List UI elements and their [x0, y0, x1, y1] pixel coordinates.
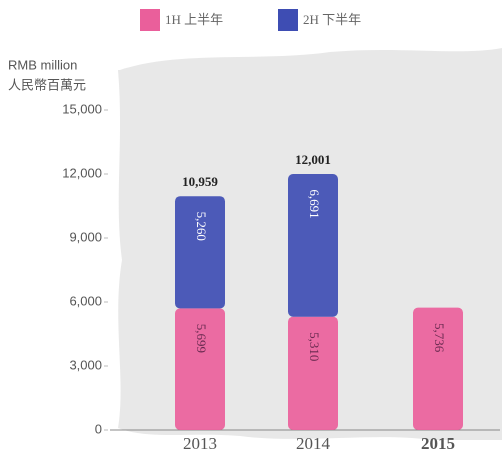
bar-segment: [175, 196, 225, 309]
legend-swatch: [140, 9, 160, 31]
y-tick-label: 12,000: [62, 165, 102, 180]
value-label: 5,310: [307, 332, 322, 361]
value-label: 5,260: [194, 212, 209, 241]
bar-segment: [175, 308, 225, 430]
total-label: 10,959: [182, 174, 218, 189]
y-axis-label: 人民幣百萬元: [8, 77, 86, 92]
x-tick-label: 2014: [296, 434, 331, 453]
legend-label: 2H 下半年: [303, 12, 361, 27]
legend-swatch: [278, 9, 298, 31]
legend-label: 1H 上半年: [165, 12, 223, 27]
bar-segment: [288, 316, 338, 430]
y-tick-label: 15,000: [62, 101, 102, 116]
value-label: 5,736: [432, 323, 447, 353]
y-tick-label: 3,000: [69, 357, 102, 372]
y-tick-label: 6,000: [69, 293, 102, 308]
total-label: 12,001: [295, 152, 331, 167]
value-label: 6,691: [307, 189, 322, 218]
x-tick-label: 2015: [421, 434, 455, 453]
x-tick-label: 2013: [183, 434, 217, 453]
y-tick-label: 9,000: [69, 229, 102, 244]
value-label: 5,699: [194, 324, 209, 353]
y-axis-label: RMB million: [8, 57, 77, 72]
bar-segment: [413, 307, 463, 430]
bar-segment: [288, 173, 338, 317]
y-tick-label: 0: [95, 421, 102, 436]
